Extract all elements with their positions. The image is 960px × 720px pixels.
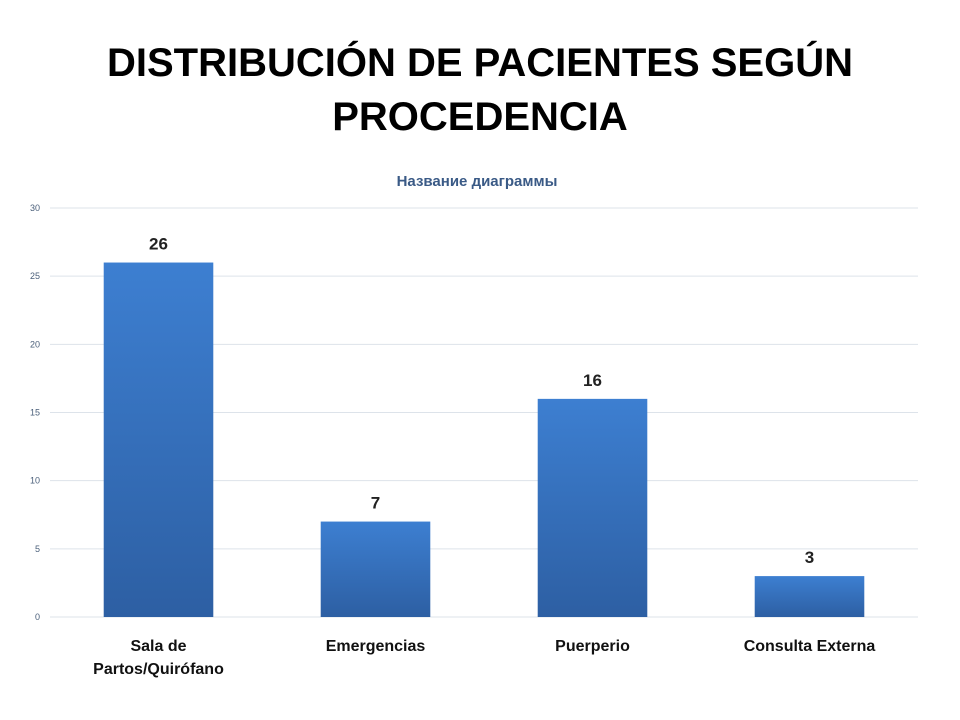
bar	[754, 576, 865, 617]
x-tick-label: Sala de Partos/Quirófano	[93, 638, 224, 678]
y-tick-label: 30	[30, 203, 40, 213]
x-tick-label: Consulta Externa	[744, 638, 876, 655]
x-tick-label: Emergencias	[326, 638, 426, 655]
data-labels: 26 7 16 3	[149, 235, 814, 568]
x-tick-label-line: Consulta Externa	[744, 638, 876, 655]
bar-chart: Название диаграммы 0 5 10 15 20 25 30 26 7 16 3 S…	[30, 173, 918, 678]
y-tick-label: 25	[30, 271, 40, 281]
x-tick-label-line: Sala de	[130, 638, 186, 655]
data-label: 16	[583, 371, 602, 390]
y-axis-ticks: 0 5 10 15 20 25 30	[30, 203, 40, 622]
chart-container: Название диаграммы 0 5 10 15 20 25 30 26 7 16 3 S…	[0, 160, 960, 720]
y-tick-label: 20	[30, 339, 40, 349]
slide-title: DISTRIBUCIÓN DE PACIENTES SEGÚN PROCEDEN…	[107, 41, 853, 139]
x-tick-label-line: Partos/Quirófano	[93, 661, 224, 678]
y-tick-label: 10	[30, 476, 40, 486]
y-tick-label: 15	[30, 408, 40, 418]
bar	[320, 521, 431, 617]
x-axis-labels: Sala de Partos/Quirófano Emergencias Puerpe…	[93, 638, 875, 678]
bar	[537, 398, 648, 617]
bars	[103, 262, 865, 617]
data-label: 26	[149, 235, 168, 254]
chart-title: Название диаграммы	[397, 173, 558, 190]
data-label: 3	[805, 548, 814, 567]
y-tick-label: 5	[35, 544, 40, 554]
x-tick-label-line: Puerperio	[555, 638, 630, 655]
x-tick-label: Puerperio	[555, 638, 630, 655]
x-tick-label-line: Emergencias	[326, 638, 426, 655]
bar	[103, 262, 214, 617]
data-label: 7	[371, 494, 380, 513]
y-tick-label: 0	[35, 612, 40, 622]
